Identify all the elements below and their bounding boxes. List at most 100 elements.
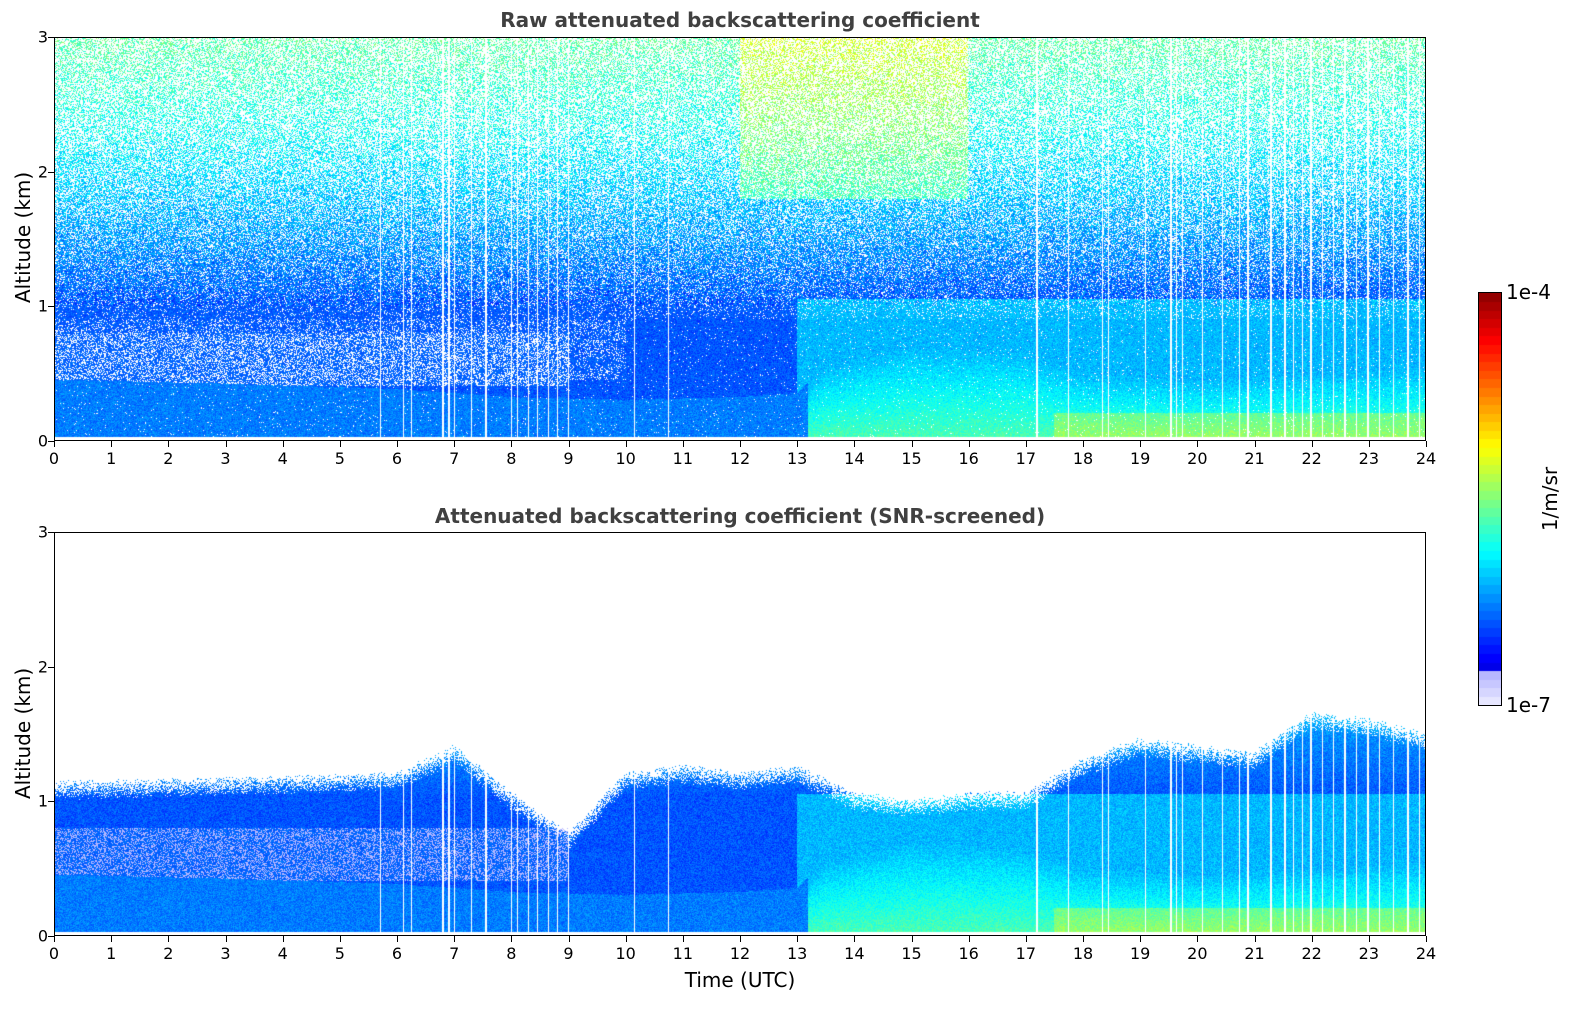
x-tick-mark <box>854 936 856 942</box>
x-tick-mark <box>511 936 513 942</box>
x-tick-mark <box>54 441 55 447</box>
x-tick-mark <box>1368 936 1370 942</box>
x-tick-mark <box>111 936 113 942</box>
y-tick-mark <box>48 666 54 668</box>
x-tick-label: 12 <box>729 944 751 963</box>
y-tick-label: 0 <box>37 431 48 451</box>
x-tick-label: 4 <box>277 449 288 468</box>
x-tick-mark <box>1025 441 1027 447</box>
bottom-plot-area <box>54 532 1426 936</box>
x-tick-label: 24 <box>1415 449 1437 468</box>
x-tick-label: 20 <box>1187 449 1208 468</box>
x-tick-mark <box>1025 936 1027 942</box>
x-tick-mark <box>854 441 856 447</box>
y-tick-mark <box>48 171 54 173</box>
x-tick-label: 6 <box>391 449 403 468</box>
x-tick-mark <box>282 441 284 447</box>
x-tick-mark <box>968 441 970 447</box>
x-tick-mark <box>1311 936 1313 942</box>
x-tick-label: 9 <box>563 944 574 963</box>
x-tick-label: 24 <box>1415 944 1437 963</box>
x-tick-mark <box>1311 441 1313 447</box>
x-tick-mark <box>740 936 741 942</box>
x-tick-label: 15 <box>901 449 922 468</box>
x-tick-mark <box>111 441 113 447</box>
x-tick-label: 23 <box>1358 944 1380 963</box>
x-tick-label: 16 <box>958 944 979 963</box>
x-tick-mark <box>397 936 398 942</box>
y-tick-mark <box>48 306 54 308</box>
colorbar-unit-label: 1/m/sr <box>1538 466 1562 532</box>
x-tick-mark <box>625 441 627 447</box>
x-tick-label: 11 <box>672 449 694 468</box>
x-tick-label: 17 <box>1015 449 1037 468</box>
colorbar <box>1478 292 1502 706</box>
x-tick-mark <box>911 441 913 447</box>
x-tick-label: 4 <box>277 944 288 963</box>
x-tick-label: 18 <box>1072 944 1094 963</box>
x-tick-label: 2 <box>163 449 174 468</box>
x-tick-label: 14 <box>844 449 865 468</box>
y-tick-label: 2 <box>37 657 48 677</box>
x-tick-mark <box>625 936 627 942</box>
x-tick-label: 21 <box>1244 449 1265 468</box>
y-tick-label: 2 <box>37 162 48 182</box>
bottom-panel-title: Attenuated backscattering coefficient (S… <box>434 504 1046 528</box>
x-tick-mark <box>282 936 284 942</box>
bottom-y-axis-label: Altitude (km) <box>11 667 35 799</box>
x-tick-mark <box>682 441 684 447</box>
x-tick-label: 13 <box>786 944 808 963</box>
x-tick-mark <box>682 936 684 942</box>
x-tick-mark <box>454 936 456 942</box>
x-tick-label: 3 <box>220 944 231 963</box>
x-tick-label: 10 <box>615 449 636 468</box>
y-tick-mark <box>48 936 54 937</box>
x-tick-mark <box>339 441 341 447</box>
x-tick-label: 6 <box>391 944 403 963</box>
x-tick-mark <box>1368 441 1370 447</box>
x-tick-mark <box>797 936 799 942</box>
x-tick-label: 2 <box>163 944 174 963</box>
y-tick-mark <box>48 37 54 38</box>
y-tick-mark <box>48 532 54 533</box>
y-tick-label: 1 <box>37 791 48 811</box>
x-tick-label: 10 <box>615 944 636 963</box>
x-tick-label: 21 <box>1244 944 1265 963</box>
x-tick-mark <box>225 441 227 447</box>
x-tick-label: 22 <box>1301 944 1322 963</box>
x-tick-label: 16 <box>958 449 979 468</box>
x-tick-label: 19 <box>1129 944 1151 963</box>
x-tick-mark <box>1197 936 1199 942</box>
colorbar-gradient <box>1479 293 1501 705</box>
x-tick-mark <box>1083 441 1084 447</box>
x-tick-label: 17 <box>1015 944 1037 963</box>
x-tick-mark <box>1254 936 1256 942</box>
top-plot-area <box>54 37 1426 441</box>
x-tick-mark <box>225 936 227 942</box>
x-tick-label: 5 <box>334 944 345 963</box>
x-tick-label: 12 <box>729 449 751 468</box>
x-tick-label: 5 <box>334 449 345 468</box>
x-tick-mark <box>339 936 341 942</box>
x-tick-mark <box>168 936 170 942</box>
y-tick-label: 3 <box>37 522 48 542</box>
x-tick-label: 13 <box>786 449 808 468</box>
bottom-x-axis-label: Time (UTC) <box>684 968 796 992</box>
colorbar-max-label: 1e-4 <box>1506 280 1551 304</box>
x-tick-label: 3 <box>220 449 231 468</box>
x-tick-mark <box>1140 936 1142 942</box>
x-tick-label: 14 <box>844 944 865 963</box>
x-tick-mark <box>1197 441 1199 447</box>
x-tick-label: 0 <box>48 449 60 468</box>
x-tick-label: 22 <box>1301 449 1322 468</box>
x-tick-mark <box>1083 936 1084 942</box>
x-tick-mark <box>911 936 913 942</box>
x-tick-mark <box>568 441 570 447</box>
x-tick-label: 7 <box>449 944 460 963</box>
x-tick-label: 8 <box>506 944 517 963</box>
y-tick-label: 3 <box>37 27 48 47</box>
x-tick-label: 1 <box>106 944 117 963</box>
x-tick-label: 8 <box>506 449 517 468</box>
x-tick-label: 20 <box>1187 944 1208 963</box>
